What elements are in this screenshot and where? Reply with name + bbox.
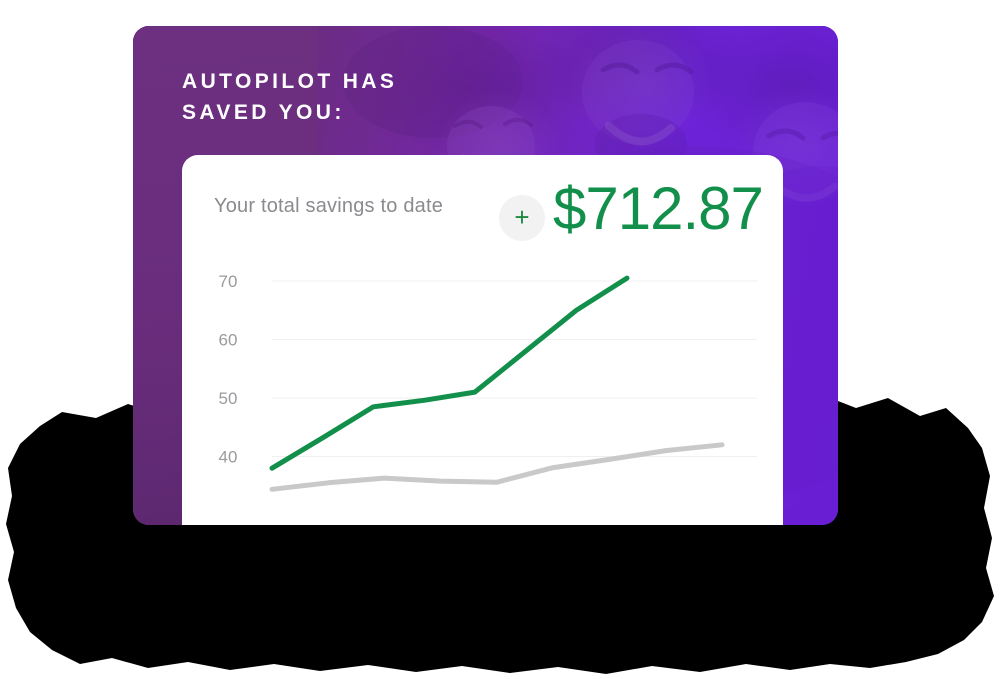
chart-ytick-label: 50 (219, 389, 238, 408)
chart-series-baseline (269, 442, 725, 492)
chart-series-savings (269, 275, 630, 471)
chart-ytick-label: 40 (219, 448, 238, 467)
banner-headline: AUTOPILOT HAS SAVED YOU: (182, 70, 398, 124)
plus-badge: + (499, 195, 545, 241)
savings-chart: 40 50 60 70 (182, 275, 783, 525)
savings-card: Your total savings to date + $712.87 40 5… (182, 155, 783, 525)
savings-line-chart: 40 50 60 70 (219, 275, 757, 492)
plus-icon: + (514, 202, 530, 232)
chart-ytick-label: 60 (219, 331, 238, 350)
chart-ytick-label: 70 (219, 275, 238, 291)
savings-subtitle: Your total savings to date (214, 195, 444, 217)
savings-card-header: Your total savings to date + $712.87 (182, 155, 783, 275)
savings-amount: $712.87 (553, 175, 764, 242)
